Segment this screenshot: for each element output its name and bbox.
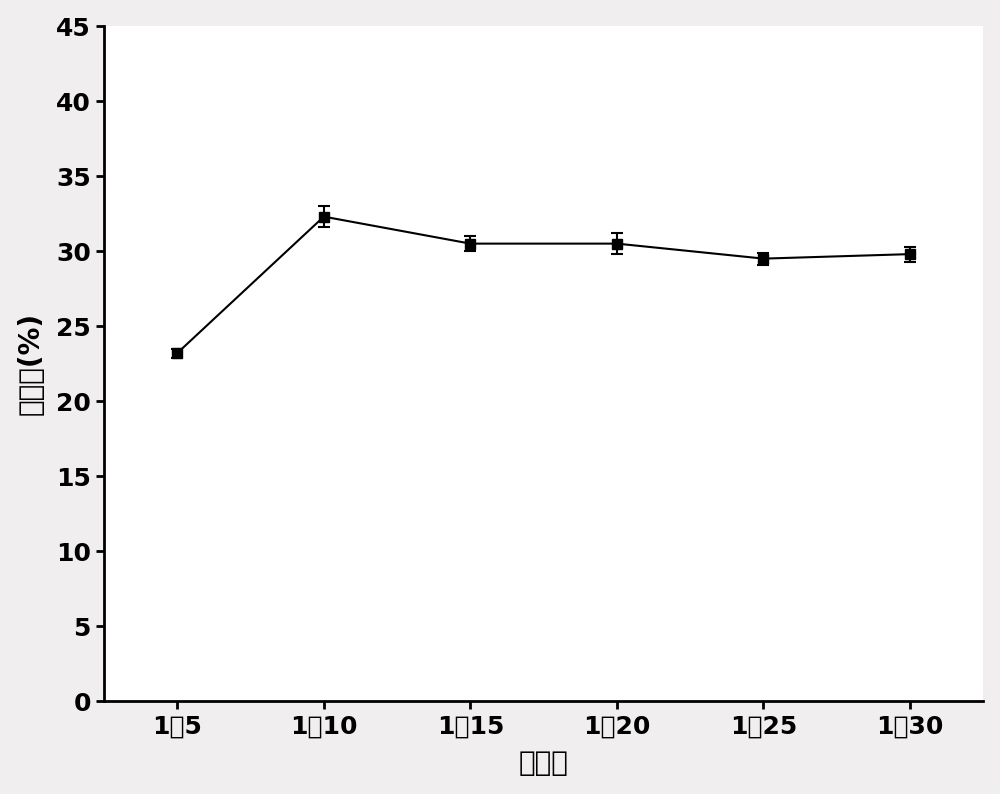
Y-axis label: 提取率(%): 提取率(%) [17,312,45,415]
X-axis label: 料液比: 料液比 [519,750,569,777]
